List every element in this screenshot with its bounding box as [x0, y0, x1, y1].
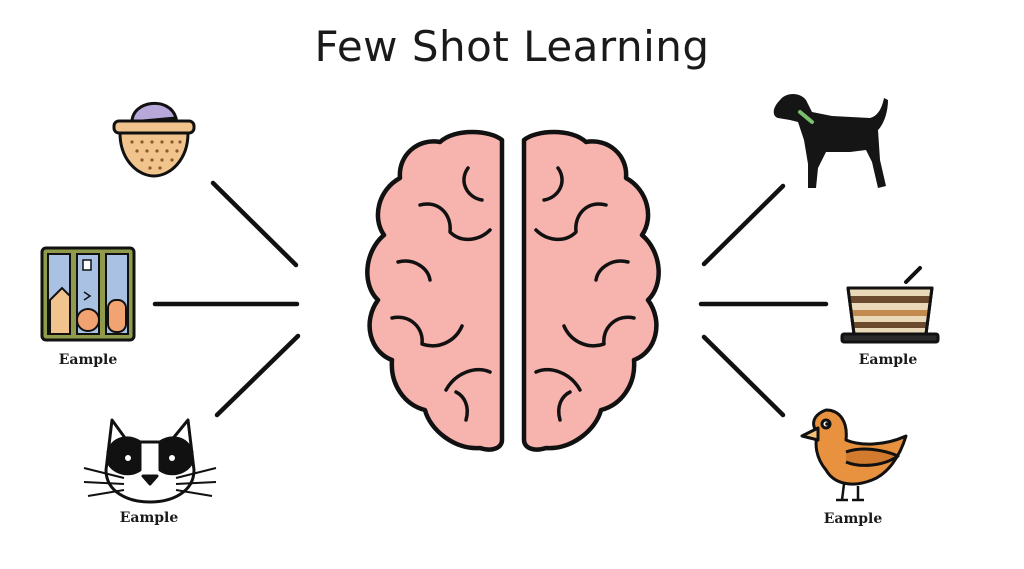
basket-blob: [130, 102, 178, 124]
brain-folds: [390, 166, 636, 422]
label-right-middle: Eample: [858, 352, 918, 368]
bird-wing: [845, 447, 900, 467]
brain-left-hemisphere: [365, 129, 505, 452]
label-left-bottom: Eample: [119, 510, 179, 526]
window-panel-icon: [40, 246, 136, 342]
brain-icon: [365, 129, 661, 452]
cat-icon: [83, 418, 217, 504]
basket-body: [118, 131, 190, 178]
label-left-middle: Eample: [58, 352, 118, 368]
basket-rim: [112, 119, 196, 135]
diagram-title: Few Shot Learning: [314, 22, 710, 71]
dog-collar: [798, 110, 814, 124]
connector-lines: [152, 180, 829, 418]
bowl-icon: [840, 266, 940, 344]
basket-icon: [112, 102, 196, 178]
basket-weave-dots: [130, 140, 182, 170]
cat-whiskers: [83, 467, 217, 497]
bowl-base: [840, 332, 940, 344]
connector-right-top: [701, 183, 786, 267]
label-right-bottom: Eample: [823, 511, 883, 527]
connector-left-top: [210, 180, 299, 268]
brain-right-hemisphere: [521, 129, 661, 452]
connector-right-bottom: [701, 334, 786, 418]
connector-left-bottom: [214, 333, 301, 418]
bird-beak: [800, 426, 820, 442]
bird-icon: [800, 408, 908, 502]
dog-icon: [773, 94, 888, 188]
